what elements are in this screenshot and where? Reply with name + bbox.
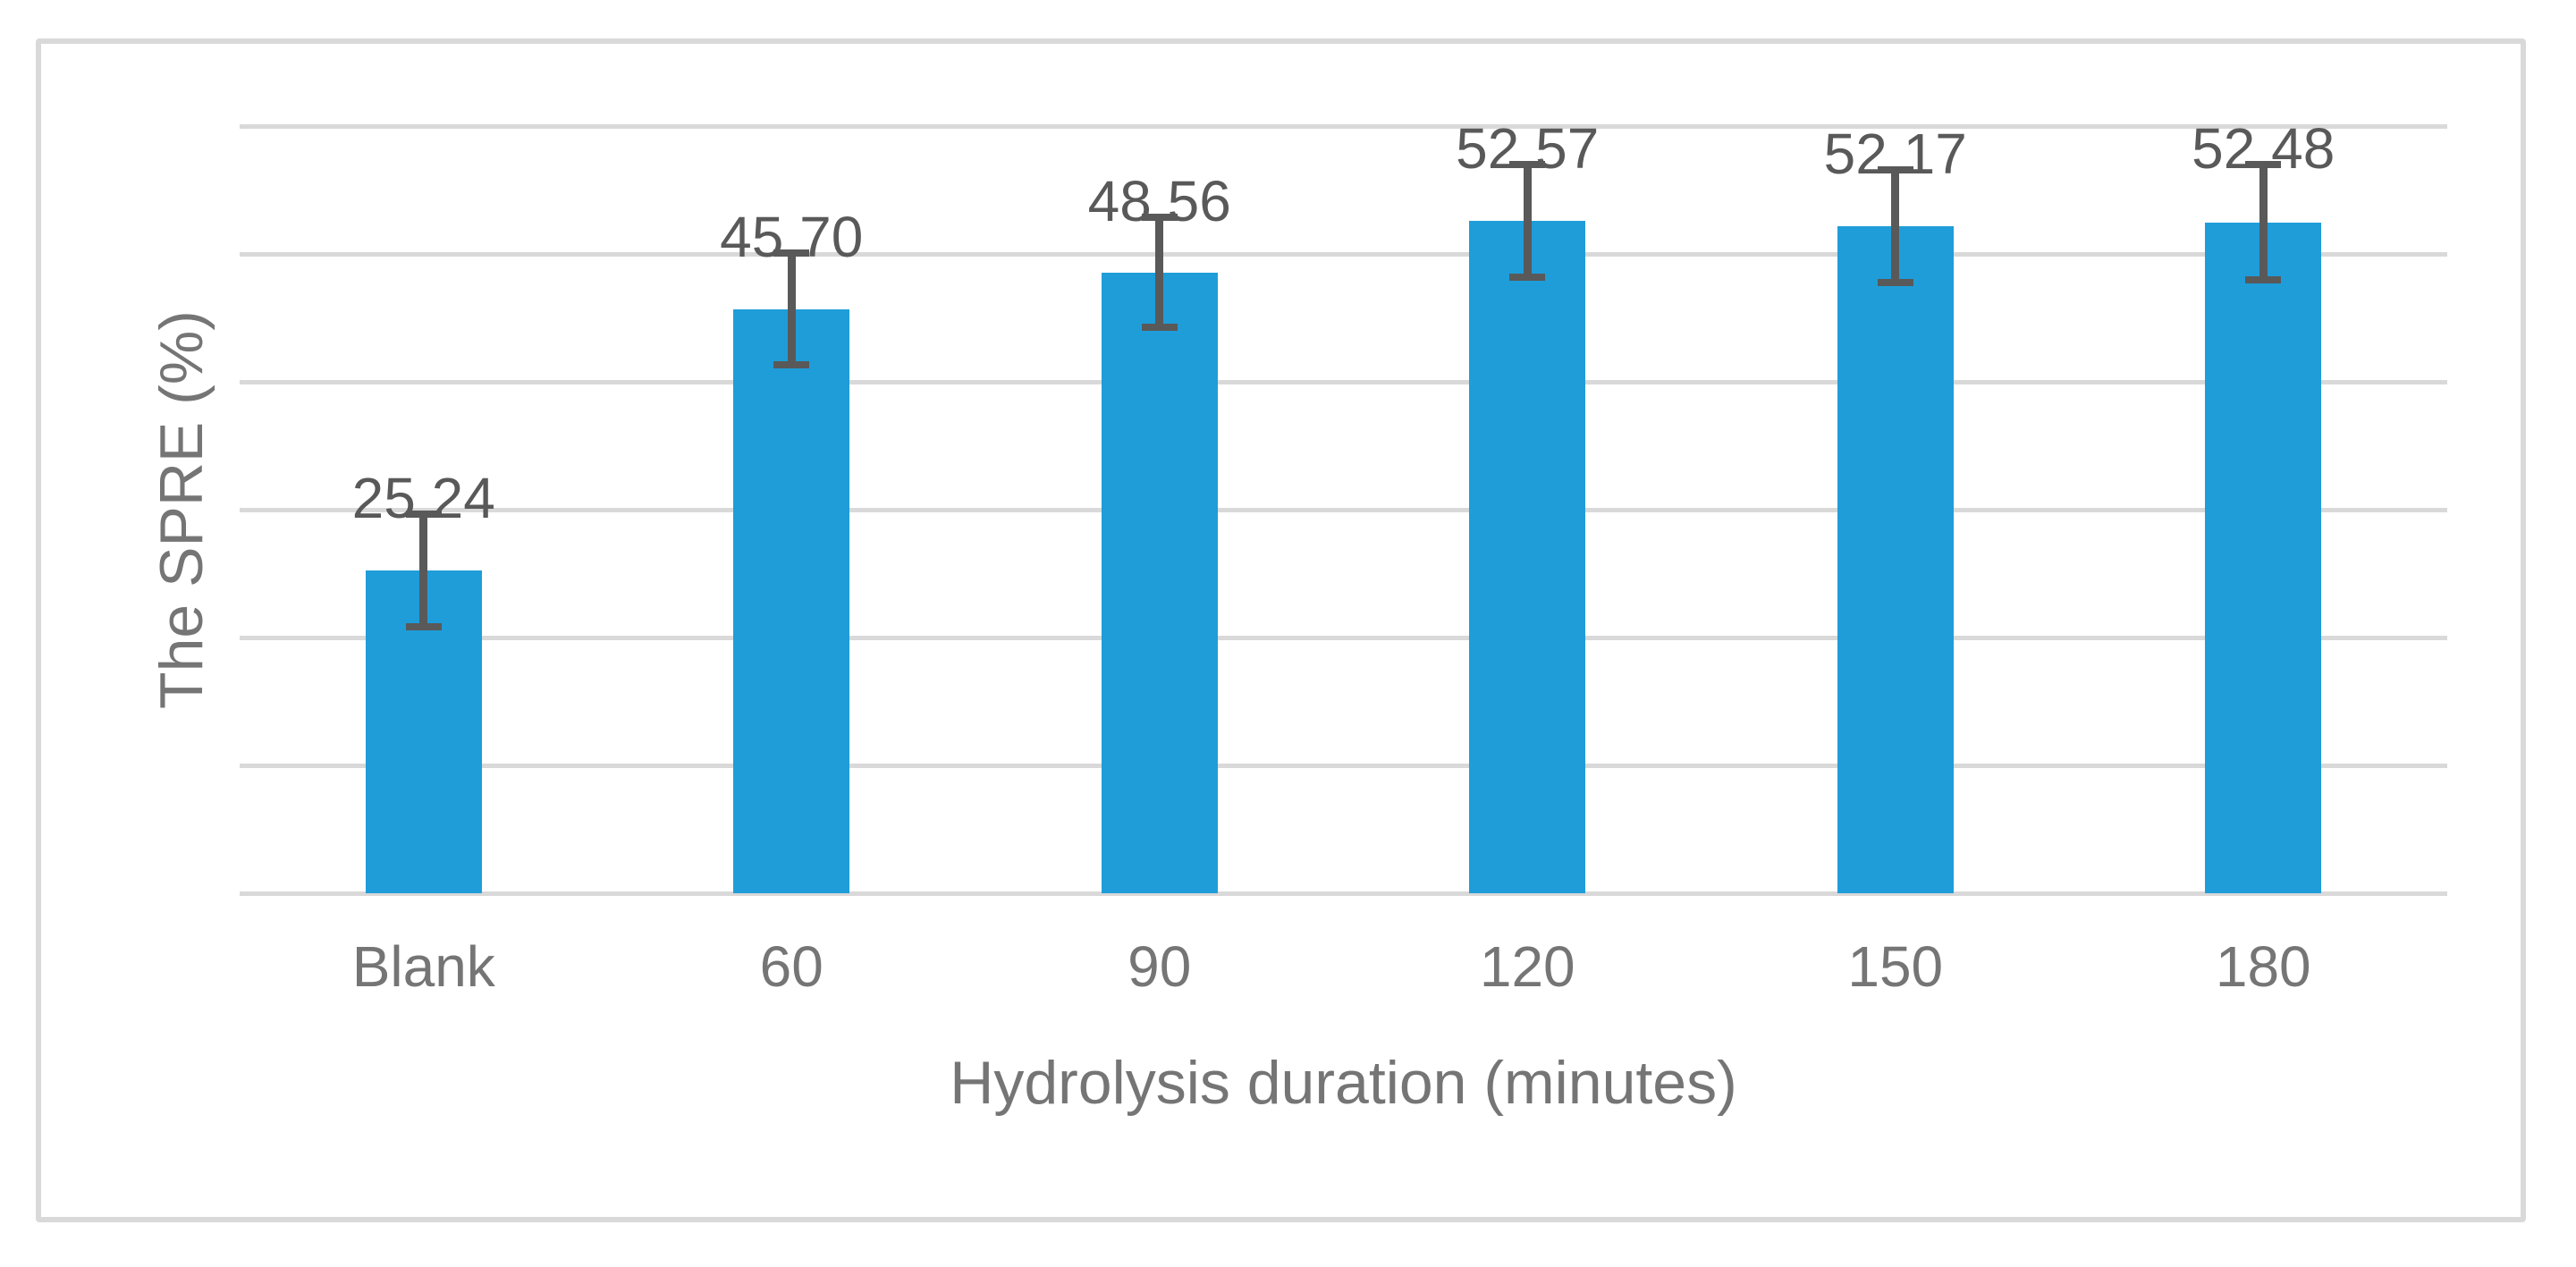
- x-tick-label: 180: [2215, 934, 2311, 999]
- gridline: [240, 763, 2447, 768]
- bar: [1469, 221, 1586, 893]
- error-bar-line: [787, 252, 796, 366]
- error-bar-cap-bottom: [405, 623, 442, 630]
- data-label: 52.17: [1823, 122, 1967, 187]
- gridline: [240, 379, 2447, 384]
- error-bar-line: [1155, 217, 1164, 328]
- x-tick-label: Blank: [351, 934, 495, 999]
- error-bar-cap-top: [1509, 161, 1546, 169]
- error-bar-cap-top: [773, 249, 810, 257]
- y-axis-title: The SPRE (%): [148, 310, 215, 709]
- x-tick-label: 120: [1479, 934, 1575, 999]
- error-bar-cap-top: [1141, 214, 1178, 222]
- error-bar-cap-bottom: [1877, 278, 1913, 286]
- error-bar-cap-bottom: [1141, 324, 1178, 332]
- bar: [1837, 225, 1954, 893]
- error-bar-cap-top: [2245, 161, 2282, 169]
- data-label: 52.57: [1456, 116, 1600, 182]
- x-tick-label: 60: [759, 934, 823, 999]
- error-bar-line: [2259, 165, 2268, 280]
- plot-area: 25.24 Blank 45.70 60 48.56 90 52.57 120 52.17 150…: [240, 120, 2447, 998]
- x-tick-label: 90: [1128, 934, 1192, 999]
- data-label: 25.24: [351, 466, 495, 531]
- gridline: [240, 123, 2447, 129]
- error-bar-cap-bottom: [773, 361, 810, 369]
- error-bar-line: [1891, 170, 1900, 283]
- error-bar-cap-top: [1877, 166, 1913, 174]
- data-label: 48.56: [1087, 169, 1231, 234]
- gridline: [240, 251, 2447, 257]
- data-label: 52.48: [2192, 116, 2335, 182]
- error-bar-line: [419, 514, 428, 627]
- error-bar-line: [1523, 165, 1532, 278]
- error-bar-cap-bottom: [1509, 274, 1546, 282]
- x-tick-label: 150: [1847, 934, 1944, 999]
- bar: [1101, 272, 1218, 893]
- data-label: 45.70: [720, 204, 864, 269]
- bar: [733, 308, 850, 893]
- chart-border: The SPRE (%) 25.24 Blank 45.70 60 48.56 90 52.…: [36, 38, 2526, 1222]
- gridline: [240, 635, 2447, 640]
- error-bar-cap-bottom: [2245, 275, 2282, 283]
- error-bar-cap-top: [405, 511, 442, 519]
- bar: [2205, 222, 2322, 893]
- gridline: [240, 507, 2447, 512]
- x-axis-title: Hydrolysis duration (minutes): [950, 1049, 1737, 1117]
- x-axis-line: [240, 891, 2447, 896]
